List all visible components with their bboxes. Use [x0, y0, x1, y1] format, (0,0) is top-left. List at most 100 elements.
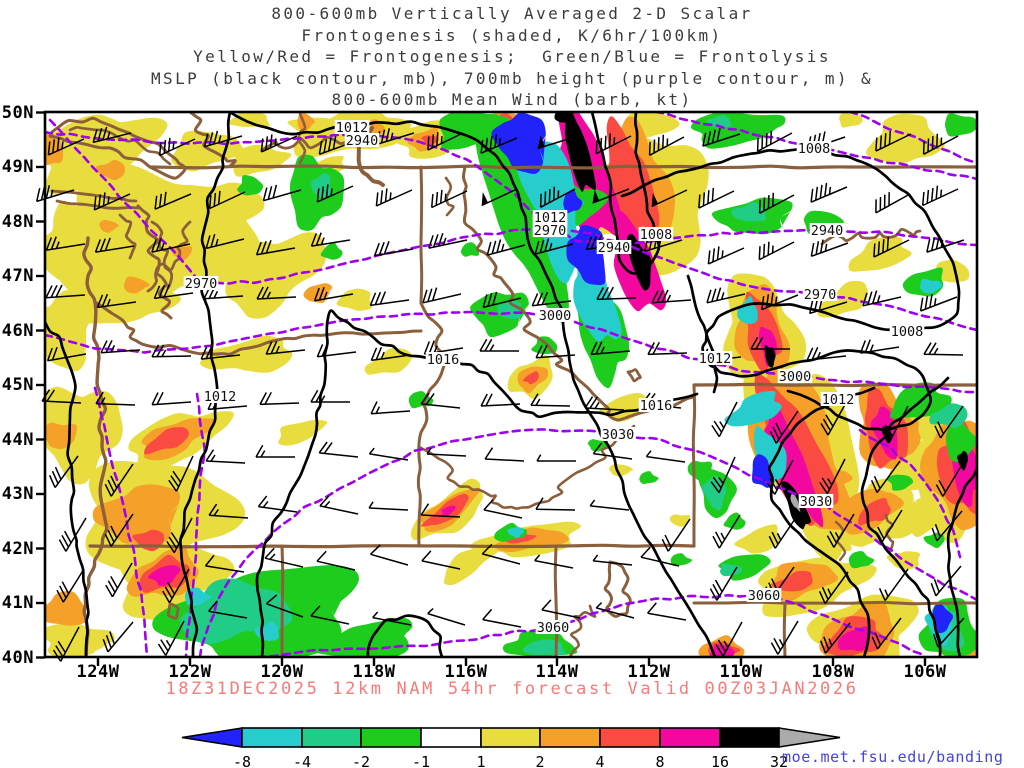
wind-barb	[806, 346, 847, 361]
colorbar-segment	[599, 727, 661, 748]
wind-barb	[96, 293, 137, 309]
wind-barb	[313, 286, 354, 302]
wind-barb-staff	[370, 346, 411, 362]
wind-barb-staff	[151, 344, 192, 358]
wind-barb-staff	[479, 338, 519, 352]
contour-label-1012: 1012	[204, 389, 237, 405]
wind-barb	[370, 401, 411, 415]
frontogenesis-shading-blob	[837, 626, 871, 651]
wind-barb	[859, 339, 900, 354]
wind-barb-staff	[151, 238, 191, 253]
geography-line	[417, 424, 636, 510]
wind-barb-staff	[592, 442, 633, 460]
wind-barb-staff	[208, 600, 248, 619]
lat-label-40N: 40N	[1, 647, 34, 668]
wind-barb-staff	[157, 620, 185, 656]
wind-barb	[208, 600, 248, 619]
wind-barb-staff	[262, 184, 302, 202]
wind-barb-staff	[375, 188, 413, 207]
lon-label-124W: 124W	[76, 662, 120, 682]
wind-barb-staff	[707, 246, 745, 265]
frontogenesis-shading-blob	[148, 565, 181, 587]
plot-title-line-1: 800-600mb Vertically Averaged 2-D Scalar	[271, 4, 753, 23]
wind-barb-staff	[204, 554, 245, 573]
wind-barb	[926, 235, 965, 253]
wind-barb	[265, 340, 306, 355]
mslp-contour	[45, 320, 90, 657]
frontogenesis-shading-blob	[906, 498, 958, 538]
wind-barb	[208, 503, 249, 519]
wind-barb-staff	[536, 454, 576, 462]
wind-barb	[369, 544, 409, 566]
wind-barb-staff	[645, 450, 686, 463]
wind-barb	[537, 135, 576, 150]
watermark-link[interactable]: moe.met.fsu.edu/banding	[782, 748, 1004, 766]
wind-barb	[592, 554, 633, 566]
wind-barb-staff	[651, 189, 688, 208]
frontogenesis-shading-blob	[919, 278, 943, 294]
plot-title-line-4: MSLP (black contour, mb), 700mb height (…	[151, 68, 873, 88]
wind-barb-staff	[810, 239, 849, 258]
wind-barb-staff	[750, 336, 790, 350]
wind-barb	[534, 238, 574, 255]
wind-barb-staff	[535, 344, 576, 359]
wind-barb	[480, 393, 521, 407]
geography-line	[692, 600, 977, 606]
lat-label-43N: 43N	[1, 484, 34, 504]
frontogenesis-shading-blob	[254, 621, 279, 642]
contour-label-3030: 3030	[800, 494, 833, 510]
wind-barb-staff	[710, 456, 736, 494]
wind-barb-staff	[35, 185, 75, 203]
frontogenesis-shading-blob	[764, 344, 776, 368]
wind-barb	[481, 188, 518, 207]
wind-barb	[420, 503, 461, 518]
geography-line	[82, 236, 109, 657]
colorbar-segment	[480, 727, 541, 748]
contour-label-1008: 1008	[640, 227, 673, 243]
wind-barb	[35, 185, 75, 203]
wind-barb-staff	[162, 568, 190, 604]
wind-barb-staff	[648, 134, 685, 156]
frontogenesis-shading-blob	[225, 232, 326, 319]
wind-barb-staff	[923, 342, 964, 356]
frontogenesis-shading-blob	[932, 603, 954, 634]
geography-line	[416, 301, 448, 548]
wind-barb-staff	[255, 444, 295, 458]
lon-label-118W: 118W	[352, 662, 396, 682]
wind-barb	[318, 441, 359, 458]
wind-barb	[756, 130, 793, 152]
wind-barb	[368, 501, 409, 511]
geography-line	[626, 368, 642, 383]
wind-barb-staff	[651, 289, 692, 304]
contour-label-mask	[697, 351, 733, 365]
frontogenesis-shading-blob	[609, 464, 634, 477]
wind-barb-staff	[427, 132, 464, 151]
wind-barb	[45, 236, 86, 251]
wind-barb-staff	[592, 188, 630, 204]
wind-barb-staff	[758, 192, 795, 214]
contour-label-1012: 1012	[336, 120, 369, 136]
frontogenesis-shading-blob	[817, 280, 868, 318]
wind-barb-staff	[806, 346, 847, 361]
wind-barb	[651, 289, 692, 304]
geography-line	[461, 165, 696, 422]
wind-barb	[154, 191, 192, 210]
wind-barb	[310, 389, 350, 403]
wind-barb-staff	[154, 191, 192, 210]
frontogenesis-shading-blob	[506, 527, 525, 539]
geography-line	[782, 601, 787, 657]
wind-barb-staff	[205, 233, 245, 250]
mslp-contour	[366, 614, 444, 657]
lon-label-110W: 110W	[719, 662, 763, 682]
wind-barb	[750, 336, 790, 350]
geography-line	[48, 116, 187, 180]
wind-barb	[643, 235, 683, 253]
lon-label-114W: 114W	[535, 662, 579, 682]
frontogenesis-shading-blob	[491, 112, 546, 174]
wind-barb	[871, 617, 902, 650]
frontogenesis-shading-blob	[701, 476, 727, 511]
wind-barb-staff	[369, 291, 410, 307]
wind-barb-staff	[870, 460, 901, 494]
frontogenesis-shading-blob	[200, 335, 293, 373]
